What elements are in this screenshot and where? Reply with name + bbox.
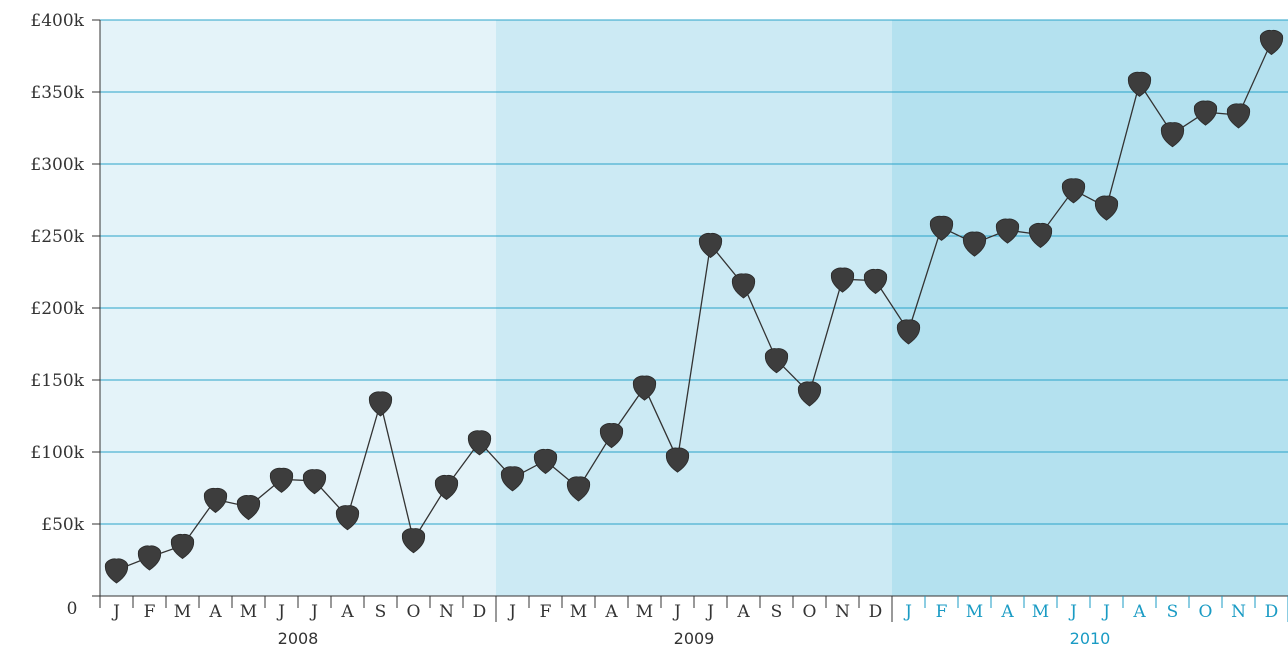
x-tick-label: O xyxy=(407,602,421,622)
data-point-marker xyxy=(1259,29,1284,56)
year-label-2010: 2010 xyxy=(1070,629,1111,648)
data-point-marker xyxy=(236,495,261,521)
x-tick-label: O xyxy=(803,602,817,622)
y-tick-label: 0 xyxy=(67,599,78,619)
x-tick-label: A xyxy=(340,602,354,622)
data-point-marker xyxy=(698,232,723,259)
y-tick-label: £200k xyxy=(30,299,84,319)
x-tick-label: D xyxy=(869,602,883,622)
x-tick-label: J xyxy=(903,602,912,622)
x-tick-label: F xyxy=(540,602,552,622)
y-tick-label: £50k xyxy=(41,515,84,535)
x-tick-label: J xyxy=(309,602,318,622)
axes xyxy=(92,19,1288,622)
y-tick-label: £400k xyxy=(30,11,84,31)
data-point-marker xyxy=(1193,100,1218,126)
x-tick-label: D xyxy=(1265,602,1279,622)
x-tick-label: M xyxy=(174,602,191,622)
data-point-marker xyxy=(1160,122,1185,148)
y-tick-label: £250k xyxy=(30,227,84,247)
data-point-marker xyxy=(1061,178,1086,204)
data-point-marker xyxy=(533,448,558,475)
y-tick-label: £300k xyxy=(30,155,84,175)
data-point-marker xyxy=(1028,222,1053,249)
x-tick-label: M xyxy=(570,602,587,622)
x-tick-label: J xyxy=(276,602,285,622)
data-point-marker xyxy=(500,466,525,492)
data-point-marker xyxy=(104,558,129,584)
data-point-marker xyxy=(434,474,459,501)
data-point-marker xyxy=(962,231,987,257)
data-point-marker xyxy=(566,476,591,502)
x-tick-label: N xyxy=(439,602,454,622)
x-tick-label: D xyxy=(473,602,487,622)
data-point-marker xyxy=(302,469,327,495)
x-tick-label: J xyxy=(705,602,714,622)
data-point-marker xyxy=(203,487,228,513)
data-point-marker xyxy=(269,467,294,493)
data-point-marker xyxy=(1094,195,1119,221)
y-tick-labels: 0 £50k £100k £150k £200k £250k £300k £350k £400k xyxy=(30,11,84,619)
data-point-marker xyxy=(764,348,789,374)
x-tick-label: A xyxy=(1132,602,1146,622)
data-point-marker xyxy=(995,218,1020,244)
data-point-marker xyxy=(599,423,624,449)
x-tick-label: S xyxy=(1167,602,1179,622)
x-tick-label: M xyxy=(636,602,653,622)
year-label-2008: 2008 xyxy=(278,629,319,648)
year-label-2009: 2009 xyxy=(674,629,715,648)
data-point-marker xyxy=(1127,71,1152,97)
x-tick-label: J xyxy=(1101,602,1110,622)
data-point-marker xyxy=(335,505,360,531)
data-point-marker xyxy=(665,447,690,473)
data-point-marker xyxy=(863,268,888,295)
x-tick-label: F xyxy=(936,602,948,622)
x-tick-label: S xyxy=(771,602,783,622)
data-point-marker xyxy=(467,430,492,456)
data-point-marker xyxy=(797,381,822,407)
x-tick-label: S xyxy=(375,602,387,622)
x-tick-label: A xyxy=(208,602,222,622)
data-markers xyxy=(104,29,1284,584)
gridlines xyxy=(100,19,1288,525)
x-tick-label: J xyxy=(111,602,120,622)
x-tick-label: J xyxy=(1068,602,1077,622)
y-tick-label: £350k xyxy=(30,83,84,103)
data-point-marker xyxy=(896,319,921,345)
data-point-marker xyxy=(830,267,855,293)
data-point-marker xyxy=(1226,103,1251,129)
data-point-marker xyxy=(632,375,657,401)
x-tick-label: M xyxy=(240,602,257,622)
x-tick-label: J xyxy=(507,602,516,622)
data-point-marker xyxy=(731,273,756,299)
x-tick-label: O xyxy=(1199,602,1213,622)
data-point-marker xyxy=(137,545,162,571)
x-tick-label: N xyxy=(835,602,850,622)
data-point-marker xyxy=(401,528,426,554)
x-tick-label: A xyxy=(1000,602,1014,622)
year-labels: 2008 2009 2010 xyxy=(278,629,1111,648)
x-tick-label: A xyxy=(604,602,618,622)
y-tick-label: £100k xyxy=(30,443,84,463)
x-tick-label: J xyxy=(672,602,681,622)
x-tick-label: M xyxy=(966,602,983,622)
y-tick-label: £150k xyxy=(30,371,84,391)
x-tick-label: N xyxy=(1231,602,1246,622)
x-tick-label: M xyxy=(1032,602,1049,622)
x-tick-label: A xyxy=(736,602,750,622)
data-point-marker xyxy=(368,391,393,417)
x-tick-label: F xyxy=(144,602,156,622)
data-point-marker xyxy=(170,533,195,560)
data-point-marker xyxy=(929,215,954,241)
